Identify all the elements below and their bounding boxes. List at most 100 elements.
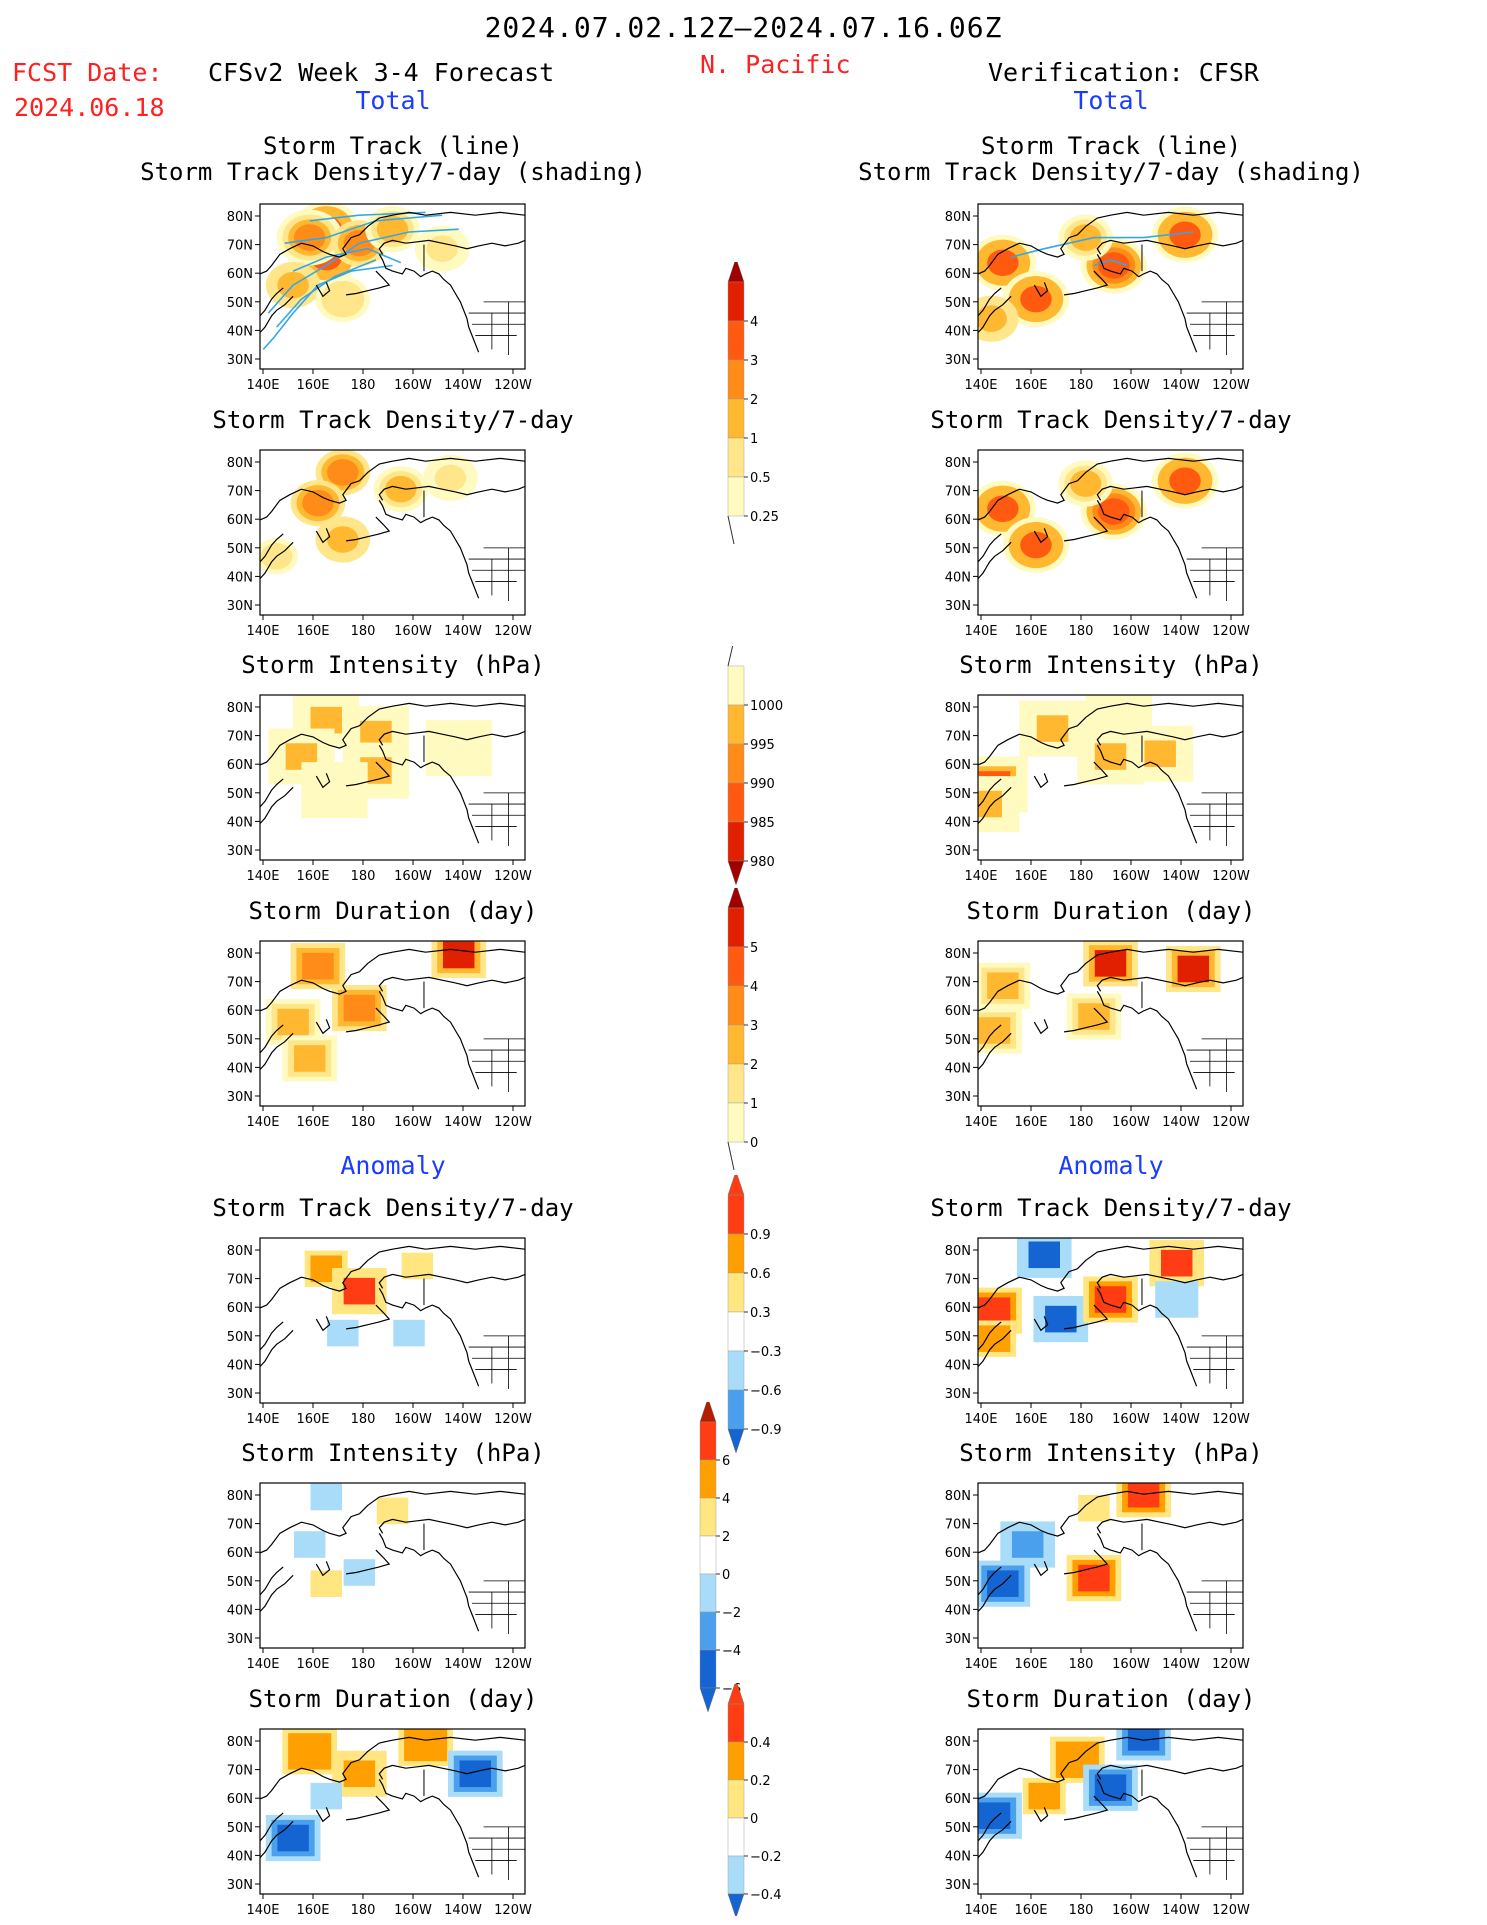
- data-cell: [443, 941, 475, 969]
- data-cell: [385, 475, 417, 503]
- x-tick-label: 160W: [1112, 378, 1150, 392]
- y-tick-label: 40N: [227, 1061, 253, 1076]
- y-tick-label: 30N: [945, 1632, 971, 1647]
- data-cell: [277, 1824, 309, 1852]
- colorbar-tail: [727, 1141, 735, 1171]
- x-tick-label: 160W: [1112, 624, 1150, 638]
- y-tick-label: 60N: [227, 1004, 253, 1019]
- y-tick-label: 80N: [227, 1244, 253, 1259]
- y-tick-label: 50N: [945, 787, 971, 802]
- coastline: [1076, 457, 1243, 482]
- x-tick-label: 160W: [394, 1903, 432, 1917]
- data-layer: [260, 204, 525, 356]
- data-cell: [327, 285, 359, 313]
- data-cell: [434, 464, 467, 492]
- y-tick-label: 30N: [945, 1387, 971, 1402]
- y-tick-label: 50N: [227, 542, 253, 557]
- x-tick-label: 160W: [394, 869, 432, 883]
- y-tick-label: 50N: [945, 1821, 971, 1836]
- coastline: [1096, 1778, 1198, 1878]
- data-layer: [260, 1245, 525, 1390]
- data-cell: [1020, 285, 1052, 313]
- x-tick-label: 180: [351, 1903, 376, 1917]
- colorbar-label: −0.6: [750, 1384, 782, 1399]
- x-tick-label: 140E: [964, 624, 997, 638]
- y-tick-label: 50N: [945, 1575, 971, 1590]
- x-tick-label: 160E: [296, 378, 329, 392]
- x-tick-label: 140E: [246, 1657, 279, 1671]
- map-frame: [259, 1482, 526, 1649]
- section-anomaly-right: Anomaly: [1058, 1151, 1164, 1180]
- coastline: [260, 287, 284, 317]
- y-tick-label: 60N: [945, 1301, 971, 1316]
- coastline: [378, 1778, 480, 1878]
- storm-track-line: [284, 214, 443, 244]
- y-tick-label: 40N: [945, 570, 971, 585]
- x-tick-label: 140E: [246, 1115, 279, 1129]
- coastline: [1096, 1273, 1243, 1289]
- map-frame: [259, 940, 526, 1107]
- coastline: [978, 1574, 1012, 1613]
- colorbar-duration-anomaly: 0.4 0.2 0 −0.2 −0.4: [727, 1684, 782, 1916]
- coastline: [1096, 730, 1243, 746]
- coastline: [346, 761, 391, 787]
- x-tick-label: 120W: [1212, 869, 1250, 883]
- coastline: [978, 1513, 1078, 1554]
- y-tick-label: 30N: [227, 1090, 253, 1105]
- y-tick-label: 70N: [945, 730, 971, 745]
- data-cell: [277, 1008, 309, 1036]
- x-tick-label: 120W: [1212, 1903, 1250, 1917]
- y-tick-label: 60N: [227, 758, 253, 773]
- y-tick-label: 60N: [945, 1792, 971, 1807]
- coastline: [1064, 516, 1109, 542]
- x-tick-label: 160W: [394, 1115, 432, 1129]
- coastline: [978, 1268, 1078, 1309]
- coastline: [1064, 1549, 1109, 1575]
- x-tick-label: 120W: [1212, 624, 1250, 638]
- map-frame: [977, 1728, 1244, 1895]
- x-tick-label: 160E: [1014, 1903, 1047, 1917]
- data-cell: [978, 790, 1003, 818]
- coastline: [378, 239, 525, 255]
- title-track-line-right: Storm Track (line): [980, 132, 1242, 160]
- coastline: [978, 1812, 1002, 1842]
- x-tick-label: 160W: [1112, 1412, 1150, 1426]
- x-tick-label: 180: [351, 378, 376, 392]
- x-tick-label: 180: [351, 1115, 376, 1129]
- map-forecast-total-duration: 140E 160E 180 160W 140W 120W 80N 70N 60N 50N 40N 30…: [227, 940, 532, 1129]
- fcst-label: FCST Date:: [12, 58, 163, 87]
- colorbar-label: 0.3: [750, 1306, 771, 1321]
- colorbar-label: −0.2: [750, 1850, 782, 1865]
- coastline: [1096, 990, 1198, 1090]
- date-range-title: 2024.07.02.12Z–2024.07.16.06Z: [484, 11, 1003, 44]
- colorbar-segment: [727, 359, 745, 400]
- coastline: [378, 976, 525, 992]
- y-tick-label: 70N: [945, 976, 971, 991]
- coastline: [346, 1795, 391, 1821]
- coastline: [260, 541, 294, 580]
- x-tick-label: 140E: [246, 1903, 279, 1917]
- colorbar-segment: [699, 1459, 717, 1499]
- y-tick-label: 50N: [945, 296, 971, 311]
- data-cell: [310, 1483, 342, 1511]
- x-tick-label: 120W: [1212, 1657, 1250, 1671]
- colorbar-segment: [727, 743, 745, 784]
- coastline: [1096, 1287, 1198, 1387]
- data-cell: [343, 1277, 376, 1305]
- data-cell: [1069, 224, 1102, 251]
- coastline: [1064, 1007, 1109, 1033]
- x-tick-label: 140E: [964, 378, 997, 392]
- map-frame: [259, 1237, 526, 1404]
- map-background: [978, 1729, 1243, 1894]
- y-tick-label: 40N: [227, 1603, 253, 1618]
- data-layer: [978, 206, 1243, 356]
- coastline: [1076, 948, 1243, 973]
- colorbar-duration-total: 5 4 3 2 1 0: [727, 888, 758, 1171]
- x-tick-label: 140W: [444, 1903, 482, 1917]
- x-tick-label: 160E: [1014, 378, 1047, 392]
- colorbar-segment: [727, 1703, 745, 1743]
- x-tick-label: 120W: [494, 378, 532, 392]
- data-cell: [1028, 1241, 1060, 1269]
- coastline: [260, 971, 360, 1012]
